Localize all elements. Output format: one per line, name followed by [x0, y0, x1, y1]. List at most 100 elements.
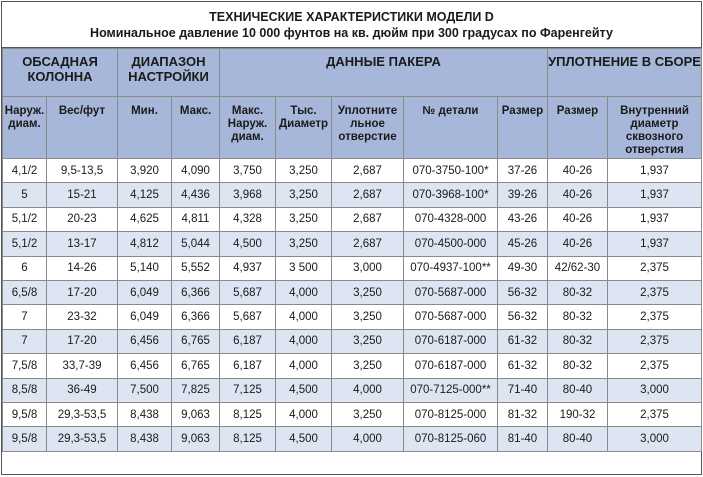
- table-cell: 80-32: [547, 353, 608, 379]
- table-cell: 6: [2, 255, 47, 281]
- table-cell: 40-26: [547, 206, 608, 233]
- table-cell: 4,000: [331, 377, 404, 403]
- table-cell: 070-5687-000: [403, 304, 498, 330]
- table-cell: 9,5/8: [2, 401, 47, 428]
- table-row: 7,5/8 33,7-39 6,456 6,765 6,187 4,000 3,250 070…: [2, 353, 702, 379]
- group-header-setting-range: ДИАПАЗОН НАСТРОЙКИ: [117, 48, 220, 97]
- table-row: 7 23-32 6,049 6,366 5,687 4,000 3,250 070-5687-…: [2, 304, 702, 330]
- table-cell: 29,3-53,5: [46, 426, 118, 452]
- table-cell: 070-4328-000: [403, 206, 498, 233]
- table-cell: 4,937: [219, 255, 276, 281]
- table-cell: 49-30: [497, 255, 548, 281]
- table-cell: 1,937: [607, 206, 702, 233]
- table-cell: 5,687: [219, 279, 276, 306]
- table-row: 9,5/8 29,3-53,5 8,438 9,063 8,125 4,500 4,000 0…: [2, 426, 702, 452]
- table-row: 5,1/2 20-23 4,625 4,811 4,328 3,250 2,687 070-4…: [2, 206, 702, 233]
- table-cell: 4,625: [117, 206, 172, 233]
- table-cell: 4,090: [171, 157, 220, 184]
- table-row: 6,5/8 17-20 6,049 6,366 5,687 4,000 3,250 070-5…: [2, 279, 702, 306]
- table-cell: 070-7125-000**: [403, 377, 498, 403]
- table-cell: 070-6187-000: [403, 353, 498, 379]
- table-cell: 80-32: [547, 328, 608, 355]
- col-header-od: Наруж. диам.: [2, 96, 47, 159]
- table-cell: 3,250: [331, 304, 404, 330]
- table-cell: 6,049: [117, 304, 172, 330]
- table-cell: 6,456: [117, 328, 172, 355]
- table-cell: 80-32: [547, 304, 608, 330]
- table-cell: 2,375: [607, 255, 702, 281]
- col-header-min: Мин.: [117, 96, 172, 159]
- table-cell: 2,375: [607, 328, 702, 355]
- table-cell: 4,000: [275, 279, 332, 306]
- col-header-weight: Вес/фут: [46, 96, 118, 159]
- table-cell: 4,000: [331, 426, 404, 452]
- col-header-size-packer: Размер: [497, 96, 548, 159]
- table-row: 6 14-26 5,140 5,552 4,937 3 500 3,000 070-4937-…: [2, 255, 702, 281]
- table-cell: 070-4500-000: [403, 231, 498, 257]
- table-cell: 3,250: [331, 328, 404, 355]
- table-cell: 37-26: [497, 157, 548, 184]
- table-cell: 45-26: [497, 231, 548, 257]
- table-cell: 7: [2, 328, 47, 355]
- table-cell: 14-26: [46, 255, 118, 281]
- table-cell: 3,250: [275, 206, 332, 233]
- group-header-casing: ОБСАДНАЯ КОЛОННА: [2, 48, 118, 97]
- table-cell: 3,000: [607, 426, 702, 452]
- table-cell: 17-20: [46, 328, 118, 355]
- table-cell: 5,1/2: [2, 206, 47, 233]
- table-cell: 61-32: [497, 353, 548, 379]
- table-cell: 6,187: [219, 353, 276, 379]
- col-header-max: Макс.: [171, 96, 220, 159]
- table-cell: 39-26: [497, 182, 548, 208]
- table-cell: 5: [2, 182, 47, 208]
- table-cell: 190-32: [547, 401, 608, 428]
- table-cell: 56-32: [497, 279, 548, 306]
- table-cell: 1,937: [607, 182, 702, 208]
- table-cell: 56-32: [497, 304, 548, 330]
- col-header-size-seal: Размер: [547, 96, 608, 159]
- table-cell: 15-21: [46, 182, 118, 208]
- table-cell: 36-49: [46, 377, 118, 403]
- table-cell: 2,375: [607, 401, 702, 428]
- table-cell: 5,044: [171, 231, 220, 257]
- col-header-inner-bore: Внутренний диаметр сквозного отверстия: [607, 96, 702, 159]
- table-cell: 43-26: [497, 206, 548, 233]
- table-cell: 7,125: [219, 377, 276, 403]
- table-cell: 3,250: [275, 231, 332, 257]
- table-cell: 4,000: [275, 304, 332, 330]
- table-cell: 070-3750-100*: [403, 157, 498, 184]
- table-cell: 40-26: [547, 157, 608, 184]
- table-cell: 8,438: [117, 426, 172, 452]
- table-cell: 3,250: [275, 157, 332, 184]
- page-title: ТЕХНИЧЕСКИЕ ХАРАКТЕРИСТИКИ МОДЕЛИ D: [209, 9, 494, 24]
- table-cell: 7,825: [171, 377, 220, 403]
- table-cell: 42/62-30: [547, 255, 608, 281]
- table-cell: 4,500: [219, 231, 276, 257]
- table-cell: 33,7-39: [46, 353, 118, 379]
- table-cell: 3,000: [607, 377, 702, 403]
- table-cell: 2,687: [331, 231, 404, 257]
- table-cell: 29,3-53,5: [46, 401, 118, 428]
- table-cell: 4,1/2: [2, 157, 47, 184]
- table-cell: 9,063: [171, 401, 220, 428]
- table-cell: 4,811: [171, 206, 220, 233]
- table-cell: 4,000: [275, 353, 332, 379]
- table-cell: 40-26: [547, 231, 608, 257]
- table-cell: 4,000: [275, 328, 332, 355]
- table-cell: 6,765: [171, 353, 220, 379]
- table-cell: 3,920: [117, 157, 172, 184]
- table-cell: 2,375: [607, 353, 702, 379]
- table-cell: 070-8125-060: [403, 426, 498, 452]
- table-cell: 2,375: [607, 304, 702, 330]
- table-cell: 5,1/2: [2, 231, 47, 257]
- table-cell: 4,000: [275, 401, 332, 428]
- table-cell: 17-20: [46, 279, 118, 306]
- table-cell: 3,250: [331, 353, 404, 379]
- table-cell: 070-6187-000: [403, 328, 498, 355]
- col-header-thou-diam: Тыс. Диаметр: [275, 96, 332, 159]
- table-cell: 7,5/8: [2, 353, 47, 379]
- table-cell: 4,500: [275, 426, 332, 452]
- table-cell: 6,049: [117, 279, 172, 306]
- table-cell: 4,436: [171, 182, 220, 208]
